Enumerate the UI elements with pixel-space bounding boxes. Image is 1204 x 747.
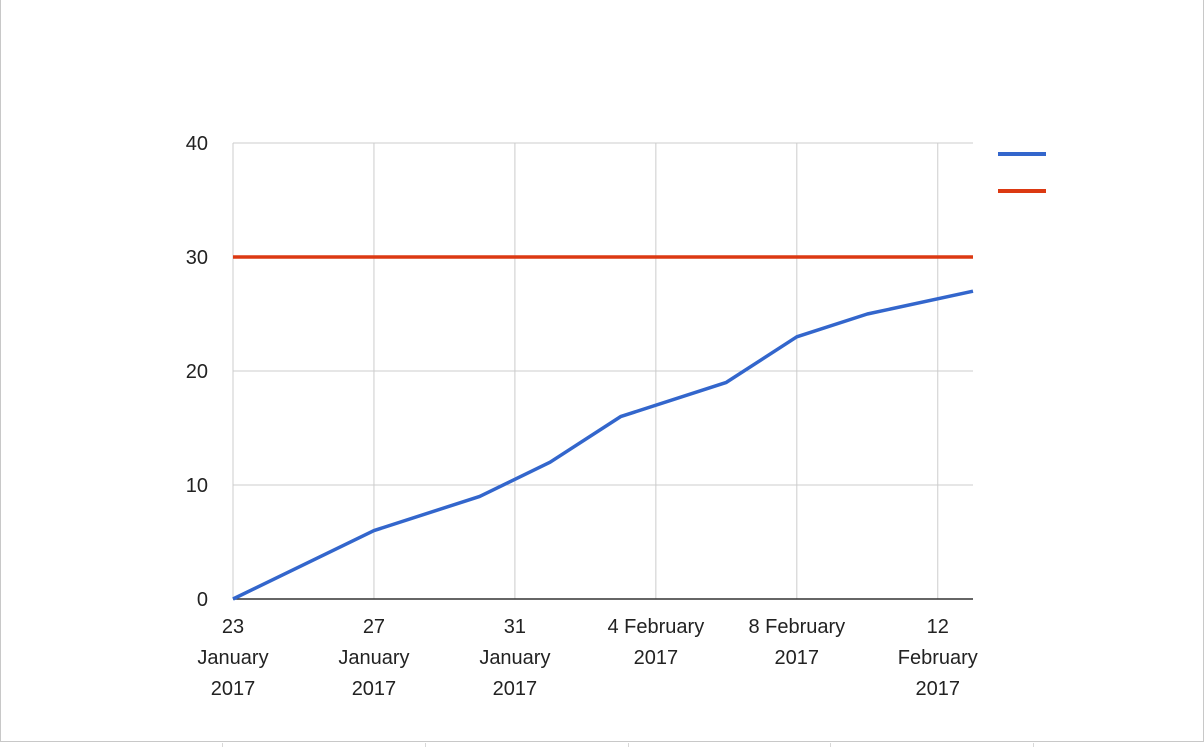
x-tick-label-line: January: [197, 647, 268, 669]
x-tick-label-line: 12: [927, 616, 949, 638]
y-tick-label: 20: [186, 361, 208, 383]
strip-tick: [222, 743, 223, 747]
series-line: [232, 289, 974, 601]
strip-tick: [1033, 743, 1034, 747]
x-tick-label-line: 2017: [916, 678, 961, 700]
y-tick-label: 10: [186, 475, 208, 497]
x-tick-label: 27 January 2017: [338, 616, 409, 700]
x-tick-label-line: 2017: [775, 647, 820, 669]
y-tick-label: 30: [186, 247, 208, 269]
legend: [998, 152, 1046, 193]
x-tick-label-line: 2017: [493, 678, 538, 700]
x-tick-label-line: 2017: [352, 678, 397, 700]
x-tick-label-line: 2017: [211, 678, 256, 700]
y-tick-label: 40: [186, 133, 208, 155]
strip-tick: [830, 743, 831, 747]
x-tick-label: 12 February 2017: [898, 616, 978, 700]
series-lines: [232, 255, 974, 601]
x-tick-label: 8 February 2017: [748, 616, 845, 669]
x-tick-label-line: 2017: [634, 647, 679, 669]
x-tick-label-line: 4 February: [607, 616, 704, 638]
x-tick-label-line: 8 February: [748, 616, 845, 638]
strip-tick: [425, 743, 426, 747]
x-tick-label-line: 23: [222, 616, 244, 638]
x-tick-label: 4 February 2017: [607, 616, 704, 669]
y-tick-label: 0: [197, 589, 208, 611]
x-tick-label-line: 27: [363, 616, 385, 638]
x-tick-label-line: January: [479, 647, 550, 669]
x-tick-label: 23 January 2017: [197, 616, 268, 700]
x-tick-label-line: January: [338, 647, 409, 669]
x-tick-label-line: February: [898, 647, 978, 669]
strip-tick: [628, 743, 629, 747]
bottom-strip: [0, 741, 1204, 747]
x-tick-label: 31 January 2017: [479, 616, 550, 700]
x-tick-label-line: 31: [504, 616, 526, 638]
y-axis-labels: 0 10 20 30 40: [186, 133, 208, 611]
horizontal-gridlines: [233, 142, 973, 600]
